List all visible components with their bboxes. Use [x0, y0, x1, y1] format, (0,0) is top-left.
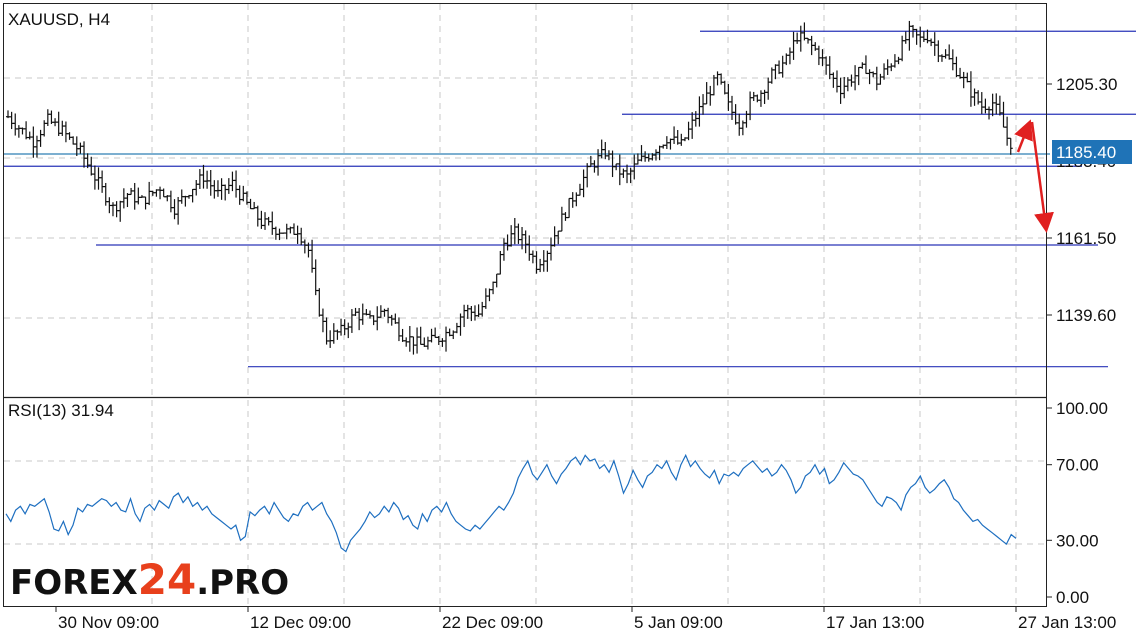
logo-number: 24 — [137, 555, 197, 604]
x-tick-label: 22 Dec 09:00 — [442, 613, 543, 632]
chart-title: XAUUSD, H4 — [8, 10, 110, 29]
horizontal-levels — [4, 30, 1136, 368]
chart-frame — [3, 3, 1047, 607]
forecast-arrows — [1014, 119, 1054, 233]
logo-prefix: FOREX — [10, 563, 138, 603]
y-tick-label: 100.00 — [1056, 399, 1108, 418]
y-tick-label: 0.00 — [1056, 588, 1089, 607]
x-tick-label: 27 Jan 13:00 — [1018, 613, 1116, 632]
current-price-tag: 1185.40 — [1052, 140, 1132, 164]
current-price-tag-bg — [1052, 140, 1132, 164]
y-tick-label: 1139.60 — [1056, 306, 1116, 325]
x-tick-label: 17 Jan 13:00 — [826, 613, 924, 632]
y-tick-label: 1161.50 — [1056, 229, 1116, 248]
y-tick-label: 1205.30 — [1056, 75, 1117, 94]
grid-lines — [4, 4, 1046, 606]
logo-suffix: .PRO — [196, 563, 290, 603]
chart-border — [3, 3, 1047, 607]
x-axis-ticks: 30 Nov 09:00 12 Dec 09:00 22 Dec 09:00 5 Ja… — [55, 606, 1116, 632]
y-tick-label: 70.00 — [1056, 456, 1099, 475]
up-arrow — [1014, 119, 1033, 153]
rsi-line — [5, 453, 1017, 553]
x-tick-label: 12 Dec 09:00 — [250, 613, 351, 632]
down-arrow — [1030, 121, 1054, 233]
x-tick-label: 5 Jan 09:00 — [634, 613, 723, 632]
rsi-title: RSI(13) 31.94 — [8, 401, 114, 420]
forex24-logo: FOREX24.PRO — [10, 559, 290, 604]
candlesticks — [6, 20, 1013, 355]
y-tick-label: 30.00 — [1056, 531, 1099, 550]
rsi-series — [5, 453, 1017, 553]
x-tick-label: 30 Nov 09:00 — [58, 613, 159, 632]
current-price-label: 1185.40 — [1056, 143, 1116, 162]
